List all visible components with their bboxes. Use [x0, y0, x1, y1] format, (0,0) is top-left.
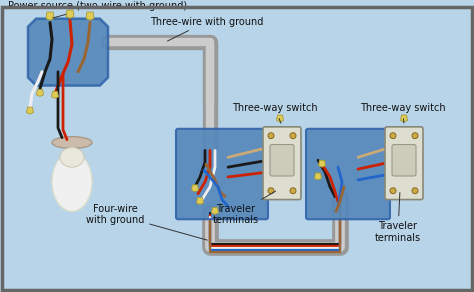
Polygon shape	[319, 160, 326, 167]
FancyBboxPatch shape	[385, 127, 423, 200]
Text: Three-way switch: Three-way switch	[360, 103, 446, 123]
Polygon shape	[86, 12, 94, 20]
Text: Traveler
terminals: Traveler terminals	[375, 192, 421, 243]
Polygon shape	[315, 173, 321, 180]
Polygon shape	[211, 207, 219, 214]
Circle shape	[268, 133, 274, 139]
Text: Three-way switch: Three-way switch	[232, 103, 318, 123]
Circle shape	[412, 188, 418, 194]
Polygon shape	[276, 115, 283, 122]
Polygon shape	[36, 89, 44, 96]
Polygon shape	[52, 91, 58, 98]
Circle shape	[268, 188, 274, 194]
Text: Traveler
terminals: Traveler terminals	[213, 191, 275, 225]
Polygon shape	[66, 10, 74, 18]
Polygon shape	[191, 185, 199, 192]
Ellipse shape	[60, 147, 84, 167]
Circle shape	[412, 133, 418, 139]
FancyBboxPatch shape	[392, 145, 416, 176]
Circle shape	[290, 133, 296, 139]
Polygon shape	[46, 12, 54, 20]
Polygon shape	[197, 198, 203, 204]
FancyBboxPatch shape	[270, 145, 294, 176]
Text: Three-wire with ground: Three-wire with ground	[150, 17, 264, 41]
Polygon shape	[28, 19, 108, 86]
Text: Four-wire
with ground: Four-wire with ground	[86, 204, 207, 240]
Circle shape	[390, 188, 396, 194]
Circle shape	[390, 133, 396, 139]
Polygon shape	[27, 107, 34, 114]
Text: Power source (two-wire with ground): Power source (two-wire with ground)	[8, 1, 187, 18]
Bar	[66, 147, 78, 157]
Circle shape	[290, 188, 296, 194]
Ellipse shape	[52, 152, 92, 211]
Ellipse shape	[52, 137, 92, 148]
FancyBboxPatch shape	[306, 129, 390, 219]
FancyBboxPatch shape	[263, 127, 301, 200]
FancyBboxPatch shape	[176, 129, 268, 219]
Polygon shape	[401, 115, 408, 122]
